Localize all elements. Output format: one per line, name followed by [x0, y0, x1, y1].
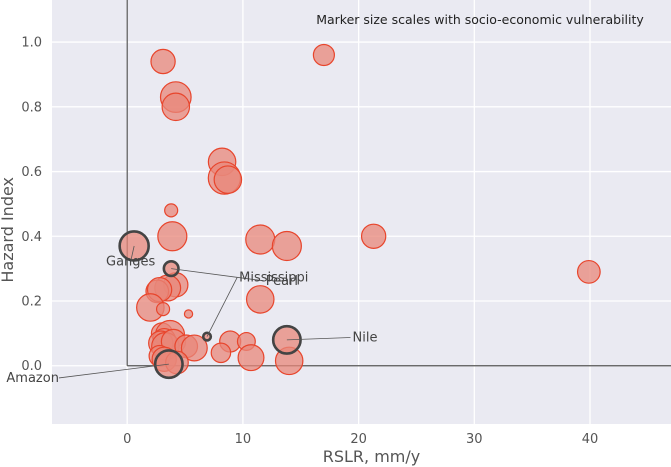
- y-tick-label: 0.4: [21, 230, 42, 245]
- scatter-point: [157, 221, 188, 252]
- scatter-point: [245, 285, 275, 314]
- scatter-point: [150, 48, 176, 75]
- scatter-point: [237, 344, 265, 372]
- chart-annotation: Marker size scales with socio-economic v…: [316, 12, 644, 27]
- scatter-point: [180, 334, 208, 362]
- callout-line-nile: [286, 337, 351, 341]
- y-tick-label: 0.8: [21, 100, 42, 115]
- scatter-point: [155, 301, 171, 317]
- scatter-point: [183, 309, 194, 319]
- x-tick-label: 10: [235, 432, 252, 447]
- y-tick-label: 0.2: [21, 295, 42, 310]
- y-axis-title: Hazard Index: [0, 177, 17, 283]
- callout-label-mississippi: Mississippi: [239, 271, 308, 286]
- scatter-point: [576, 259, 601, 284]
- callout-line-pearl: [171, 268, 264, 282]
- x-tick-label: 30: [466, 432, 483, 447]
- callout-label-nile: Nile: [353, 330, 378, 345]
- scatter-point: [360, 223, 387, 249]
- callout-label-ganges: Ganges: [106, 254, 156, 269]
- x-tick-label: 20: [350, 432, 367, 447]
- scatter-point: [210, 342, 232, 364]
- scatter-point: [213, 165, 243, 194]
- y-tick-labels: 0.0 0.2 0.4 0.6 0.8 1.0: [21, 36, 42, 375]
- scatter-point: [271, 230, 302, 262]
- y-tick-label: 0.0: [21, 359, 42, 374]
- callout-line-ganges: [130, 245, 135, 262]
- callout-line-mississippi: [206, 277, 238, 337]
- y-tick-label: 0.6: [21, 165, 42, 180]
- callout-label-amazon: Amazon: [6, 371, 59, 386]
- scatter-point: [161, 92, 191, 122]
- plot-area: [52, 0, 671, 424]
- zero-axis-lines: [126, 0, 671, 367]
- y-tick-label: 1.0: [21, 36, 42, 51]
- x-tick-label: 40: [582, 432, 599, 447]
- callout-line-amazon: [58, 363, 169, 379]
- x-tick-labels: 0 10 20 30 40: [123, 432, 598, 447]
- scatter-point: [312, 43, 335, 67]
- callout-label-pearl: Pearl: [266, 274, 298, 289]
- scatter-point: [245, 224, 276, 255]
- x-tick-label: 0: [123, 432, 131, 447]
- x-axis-title: RSLR, mm/y: [323, 447, 421, 466]
- scatter-point: [164, 203, 179, 218]
